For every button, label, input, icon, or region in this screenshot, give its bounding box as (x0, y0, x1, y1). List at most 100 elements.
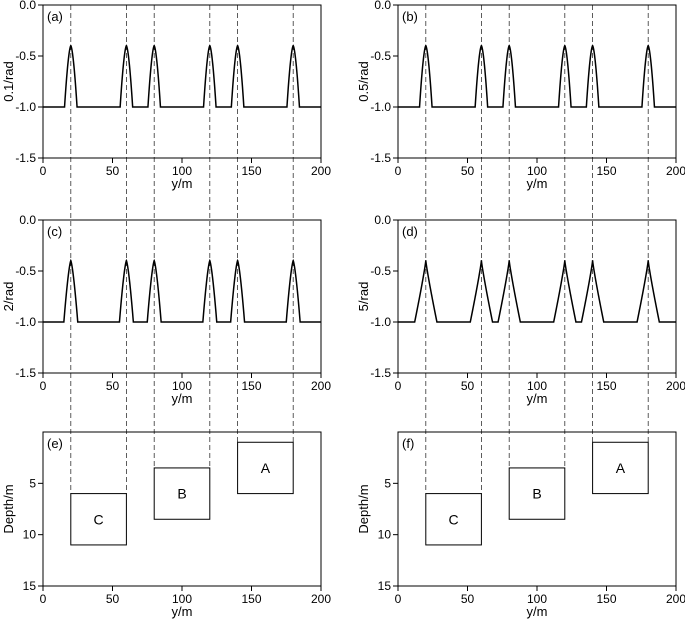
x-tick-label-c-1: 50 (106, 379, 120, 393)
x-tick-label-d-4: 200 (666, 379, 685, 393)
panel-label-f: (f) (402, 436, 414, 451)
peak-point-b-4 (591, 45, 594, 47)
y-tick-label-f-1: 10 (378, 528, 392, 542)
x-axis-label-f: y/m (527, 604, 548, 619)
anomaly-box-f-b (508, 467, 566, 520)
panel-label-c: (c) (47, 224, 62, 239)
y-tick-label-c-1: -0.5 (15, 264, 36, 278)
y-tick-label-a-0: 0.0 (19, 0, 36, 12)
peak-point-d-3 (564, 260, 566, 262)
x-tick-label-a-1: 50 (106, 164, 120, 178)
x-tick-label-b-2: 100 (527, 164, 547, 178)
y-tick-label-a-3: -1.5 (15, 151, 36, 165)
x-tick-label-f-4: 200 (666, 592, 685, 606)
peak-point-b-2 (508, 45, 511, 47)
x-tick-label-d-1: 50 (461, 379, 475, 393)
y-axis-label-e: Depth/m (1, 484, 16, 533)
panel-label-e: (e) (47, 436, 63, 451)
x-tick-label-f-0: 0 (395, 592, 402, 606)
peak-point-d-2 (508, 260, 511, 262)
y-tick-label-b-1: -0.5 (370, 49, 391, 63)
x-tick-label-b-3: 150 (596, 164, 616, 178)
anomaly-box-label-f-c: C (449, 511, 459, 527)
peak-point-b-1 (480, 45, 483, 47)
peak-point-b-3 (564, 45, 566, 47)
y-tick-label-a-1: -0.5 (15, 49, 36, 63)
y-tick-label-e-2: 15 (23, 579, 37, 593)
x-tick-label-d-3: 150 (596, 379, 616, 393)
peak-point-d-1 (480, 260, 483, 262)
peak-point-c-2 (153, 260, 155, 262)
x-tick-label-d-0: 0 (395, 379, 402, 393)
panel-frame-c (42, 219, 322, 374)
series-line-b (398, 44, 676, 108)
anomaly-box-f-a (592, 441, 649, 495)
y-tick-label-d-2: -1.0 (370, 315, 391, 329)
peak-point-c-3 (209, 260, 211, 262)
x-axis-label-e: y/m (172, 604, 193, 619)
anomaly-box-e-c (70, 493, 127, 546)
y-tick-label-f-2: 15 (378, 579, 392, 593)
y-axis-label-b: 0.5/rad (356, 61, 371, 101)
y-tick-label-b-3: -1.5 (370, 151, 391, 165)
peak-point-c-0 (70, 260, 72, 262)
x-tick-label-c-2: 100 (172, 379, 192, 393)
x-tick-label-c-4: 200 (311, 379, 331, 393)
peak-point-a-5 (292, 45, 295, 47)
x-tick-label-e-0: 0 (40, 592, 47, 606)
peak-point-d-0 (425, 260, 427, 262)
y-tick-label-d-3: -1.5 (370, 366, 391, 380)
anomaly-box-label-e-a: A (261, 460, 271, 476)
series-line-d (398, 260, 676, 323)
anomaly-box-e-b (153, 467, 211, 520)
x-tick-label-a-0: 0 (40, 164, 47, 178)
peak-point-c-4 (236, 260, 239, 262)
x-tick-label-e-2: 100 (172, 592, 192, 606)
x-tick-label-e-1: 50 (106, 592, 120, 606)
anomaly-box-e-a (237, 441, 294, 495)
x-tick-label-d-2: 100 (527, 379, 547, 393)
peak-point-c-1 (125, 260, 128, 262)
panel-label-d: (d) (402, 224, 418, 239)
anomaly-box-label-f-b: B (532, 486, 541, 502)
anomaly-box-label-f-a: A (616, 460, 626, 476)
x-tick-label-b-0: 0 (395, 164, 402, 178)
x-tick-label-f-3: 150 (596, 592, 616, 606)
peak-point-b-5 (647, 45, 649, 47)
y-tick-label-b-2: -1.0 (370, 100, 391, 114)
panel-label-b: (b) (402, 9, 418, 24)
y-axis-label-a: 0.1/rad (1, 61, 16, 101)
y-tick-label-c-3: -1.5 (15, 366, 36, 380)
y-axis-label-c: 2/rad (1, 282, 16, 312)
peak-point-d-5 (647, 260, 649, 262)
x-tick-label-c-3: 150 (241, 379, 261, 393)
y-axis-label-d: 5/rad (356, 282, 371, 312)
panel-frame-d (397, 219, 677, 374)
x-tick-label-a-4: 200 (311, 164, 331, 178)
series-line-c (43, 258, 321, 323)
peak-point-a-0 (70, 45, 72, 47)
y-tick-label-f-0: 5 (384, 476, 391, 490)
x-axis-label-d: y/m (527, 391, 548, 406)
y-tick-label-e-0: 5 (29, 476, 36, 490)
y-tick-label-c-2: -1.0 (15, 315, 36, 329)
peak-point-a-2 (153, 45, 155, 47)
y-tick-label-a-2: -1.0 (15, 100, 36, 114)
y-tick-label-d-0: 0.0 (374, 213, 391, 227)
anomaly-box-label-e-b: B (177, 486, 186, 502)
panel-frame-a (42, 4, 322, 159)
y-tick-label-b-0: 0.0 (374, 0, 391, 12)
anomaly-box-f-c (425, 493, 482, 546)
peak-point-b-0 (425, 45, 427, 47)
y-tick-label-e-1: 10 (23, 528, 37, 542)
x-tick-label-e-4: 200 (311, 592, 331, 606)
x-tick-label-b-1: 50 (461, 164, 475, 178)
peak-point-c-5 (292, 260, 295, 262)
x-tick-label-b-4: 200 (666, 164, 685, 178)
x-axis-label-b: y/m (527, 176, 548, 191)
x-tick-label-f-2: 100 (527, 592, 547, 606)
y-tick-label-d-1: -0.5 (370, 264, 391, 278)
series-line-a (43, 44, 321, 108)
x-tick-label-c-0: 0 (40, 379, 47, 393)
